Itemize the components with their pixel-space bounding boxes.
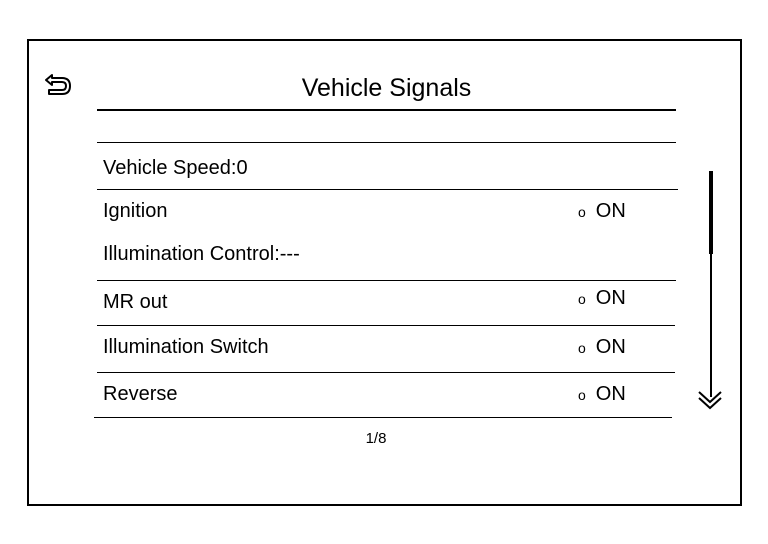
signal-mr-out-status: o ON: [578, 286, 626, 311]
back-button[interactable]: [40, 72, 76, 104]
signal-ignition: Ignition: [103, 200, 168, 222]
signal-reverse-status: o ON: [578, 382, 626, 407]
signal-ignition-status: o ON: [578, 199, 626, 224]
divider: [94, 417, 672, 418]
status-indicator-icon: o: [578, 387, 586, 403]
signal-vehicle-speed: Vehicle Speed:0: [103, 157, 248, 179]
double-chevron-down-icon: [698, 391, 722, 410]
divider: [97, 280, 676, 281]
status-value: ON: [595, 383, 626, 405]
divider: [97, 142, 676, 143]
scroll-down-button[interactable]: [697, 386, 725, 412]
scrollbar-track[interactable]: [710, 171, 712, 397]
back-return-icon: [45, 74, 71, 95]
divider: [97, 189, 678, 190]
status-indicator-icon: o: [578, 340, 586, 356]
signal-mr-out: MR out: [103, 291, 168, 313]
screen-frame: [27, 39, 742, 506]
page-indicator: 1/8: [365, 430, 387, 447]
divider: [97, 325, 675, 326]
status-indicator-icon: o: [578, 204, 586, 220]
title-divider: [97, 109, 676, 111]
scrollbar-thumb[interactable]: [709, 171, 713, 254]
divider: [97, 372, 675, 373]
signal-reverse: Reverse: [103, 383, 178, 405]
status-value: ON: [595, 287, 626, 309]
status-indicator-icon: o: [578, 291, 586, 307]
page-title: Vehicle Signals: [301, 74, 472, 102]
status-value: ON: [595, 336, 626, 358]
signal-illumination-switch-status: o ON: [578, 335, 626, 360]
signal-illumination-control: Illumination Control:---: [103, 243, 300, 265]
signal-illumination-switch: Illumination Switch: [103, 336, 269, 358]
status-value: ON: [595, 200, 626, 222]
